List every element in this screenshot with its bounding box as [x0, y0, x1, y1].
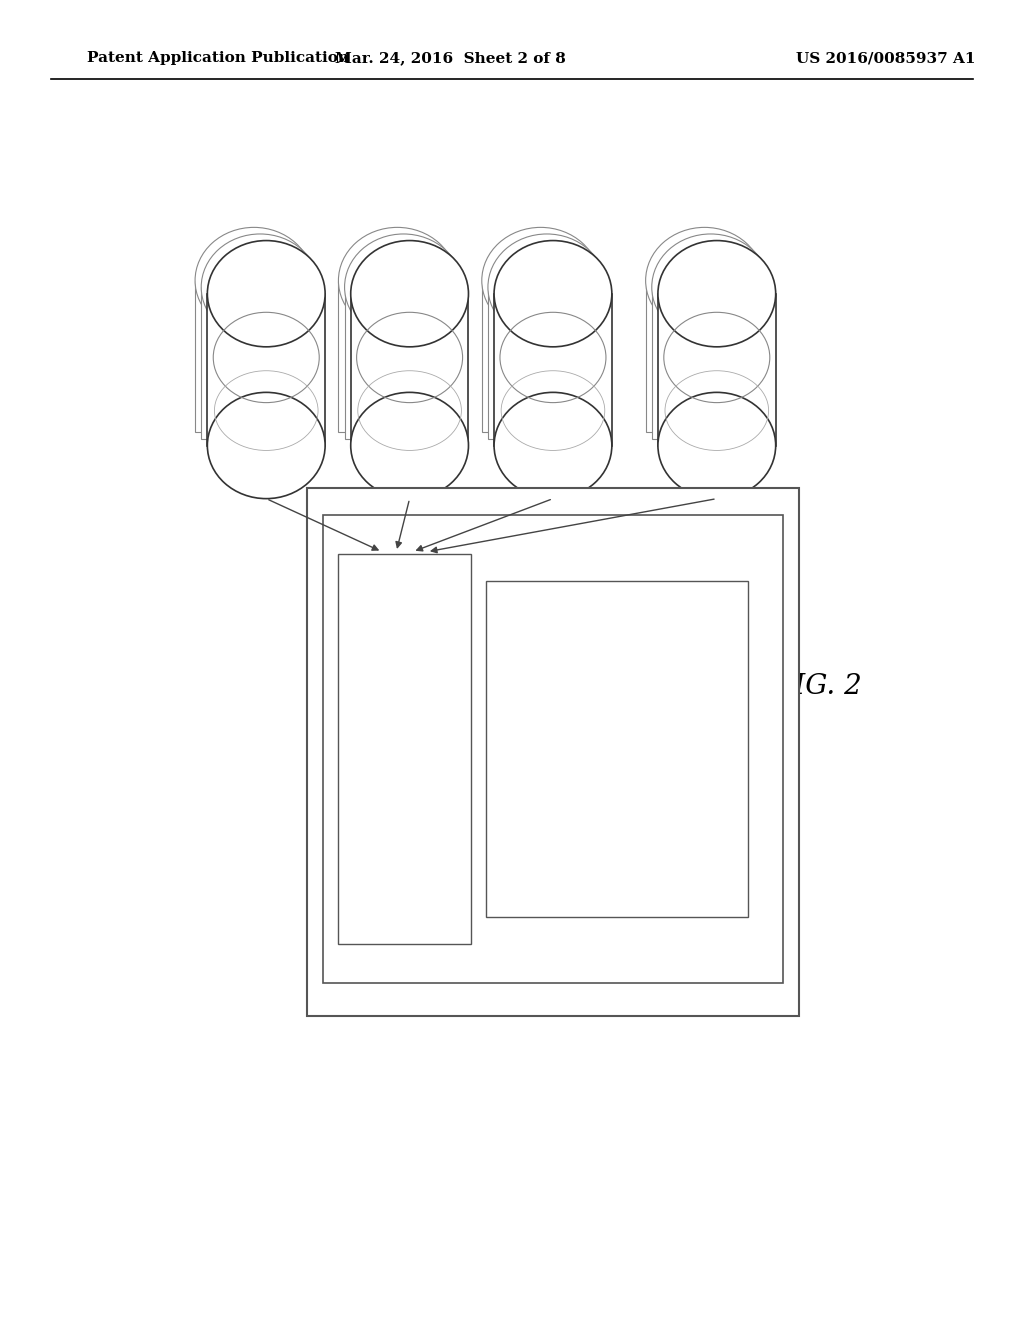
Ellipse shape	[207, 240, 326, 347]
Text: Patent Application Publication: Patent Application Publication	[87, 51, 349, 65]
Ellipse shape	[201, 234, 319, 341]
Ellipse shape	[657, 240, 776, 347]
Ellipse shape	[338, 227, 457, 334]
Ellipse shape	[651, 234, 770, 341]
Text: Plan generation Component: Plan generation Component	[398, 634, 411, 799]
Ellipse shape	[645, 227, 763, 334]
Ellipse shape	[657, 392, 776, 499]
Text: FIG. 2: FIG. 2	[776, 673, 862, 700]
Ellipse shape	[488, 234, 606, 341]
Text: 210: 210	[610, 817, 624, 840]
Ellipse shape	[207, 392, 326, 499]
Text: Care Protocol: Care Protocol	[514, 334, 592, 347]
Text: Care Plans: Care Plans	[685, 348, 749, 362]
Polygon shape	[350, 294, 469, 446]
Ellipse shape	[195, 227, 313, 334]
Polygon shape	[657, 294, 776, 446]
Text: Policy Information: Policy Information	[213, 348, 319, 362]
FancyBboxPatch shape	[486, 581, 748, 917]
Ellipse shape	[494, 240, 612, 347]
Text: 205: 205	[398, 791, 411, 813]
Text: Templates: Templates	[523, 363, 583, 376]
Text: Care Plan Management Application    111: Care Plan Management Application 111	[461, 946, 707, 960]
Text: Mar. 24, 2016  Sheet 2 of 8: Mar. 24, 2016 Sheet 2 of 8	[335, 51, 566, 65]
FancyBboxPatch shape	[323, 515, 783, 983]
Ellipse shape	[481, 227, 600, 334]
Text: 113: 113	[398, 378, 421, 391]
FancyBboxPatch shape	[307, 488, 799, 1016]
Polygon shape	[645, 281, 763, 433]
Polygon shape	[201, 288, 319, 438]
Ellipse shape	[350, 240, 469, 347]
Polygon shape	[338, 281, 457, 433]
Text: 114: 114	[542, 392, 564, 405]
Text: 115: 115	[706, 378, 728, 391]
Text: US 2016/0085937 A1: US 2016/0085937 A1	[796, 51, 976, 65]
Polygon shape	[495, 294, 612, 446]
Text: Care Platform Server  110: Care Platform Server 110	[514, 977, 677, 990]
Polygon shape	[651, 288, 770, 438]
Ellipse shape	[350, 392, 469, 499]
Text: 112: 112	[255, 378, 278, 391]
Polygon shape	[207, 294, 326, 446]
FancyBboxPatch shape	[338, 554, 471, 944]
Polygon shape	[344, 288, 463, 438]
Text: Inventory Management Component: Inventory Management Component	[610, 611, 624, 821]
Polygon shape	[195, 281, 313, 433]
Polygon shape	[488, 288, 606, 438]
Ellipse shape	[494, 392, 612, 499]
Polygon shape	[482, 281, 600, 433]
Ellipse shape	[344, 234, 463, 341]
Text: Patient Information: Patient Information	[353, 348, 466, 362]
